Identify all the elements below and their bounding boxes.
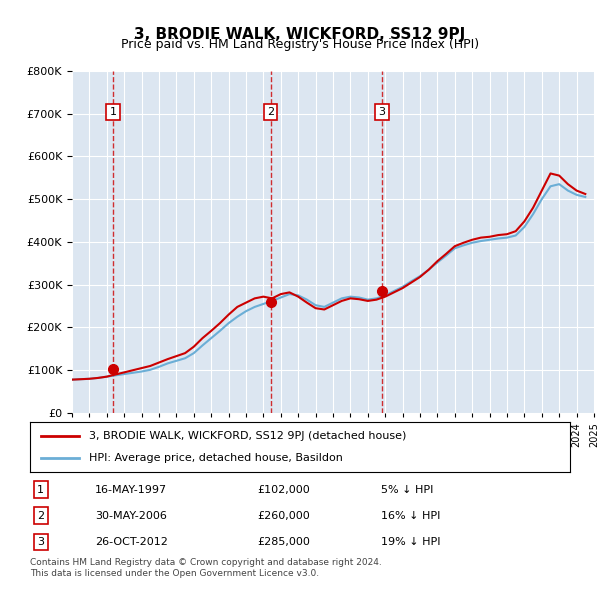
Text: 3: 3 <box>379 107 386 117</box>
Text: 3: 3 <box>37 537 44 547</box>
Text: 26-OCT-2012: 26-OCT-2012 <box>95 537 167 547</box>
Text: This data is licensed under the Open Government Licence v3.0.: This data is licensed under the Open Gov… <box>30 569 319 578</box>
Text: 30-MAY-2006: 30-MAY-2006 <box>95 511 167 521</box>
Text: HPI: Average price, detached house, Basildon: HPI: Average price, detached house, Basi… <box>89 453 343 463</box>
Text: Contains HM Land Registry data © Crown copyright and database right 2024.: Contains HM Land Registry data © Crown c… <box>30 558 382 566</box>
Text: £102,000: £102,000 <box>257 484 310 494</box>
Text: 2: 2 <box>267 107 274 117</box>
Text: £260,000: £260,000 <box>257 511 310 521</box>
Text: £285,000: £285,000 <box>257 537 310 547</box>
Text: 16% ↓ HPI: 16% ↓ HPI <box>381 511 440 521</box>
Text: 1: 1 <box>37 484 44 494</box>
Text: 3, BRODIE WALK, WICKFORD, SS12 9PJ (detached house): 3, BRODIE WALK, WICKFORD, SS12 9PJ (deta… <box>89 431 407 441</box>
Text: 19% ↓ HPI: 19% ↓ HPI <box>381 537 440 547</box>
Text: 1: 1 <box>110 107 117 117</box>
Text: 16-MAY-1997: 16-MAY-1997 <box>95 484 167 494</box>
Text: Price paid vs. HM Land Registry's House Price Index (HPI): Price paid vs. HM Land Registry's House … <box>121 38 479 51</box>
Text: 3, BRODIE WALK, WICKFORD, SS12 9PJ: 3, BRODIE WALK, WICKFORD, SS12 9PJ <box>134 27 466 41</box>
Text: 5% ↓ HPI: 5% ↓ HPI <box>381 484 433 494</box>
Text: 2: 2 <box>37 511 44 521</box>
